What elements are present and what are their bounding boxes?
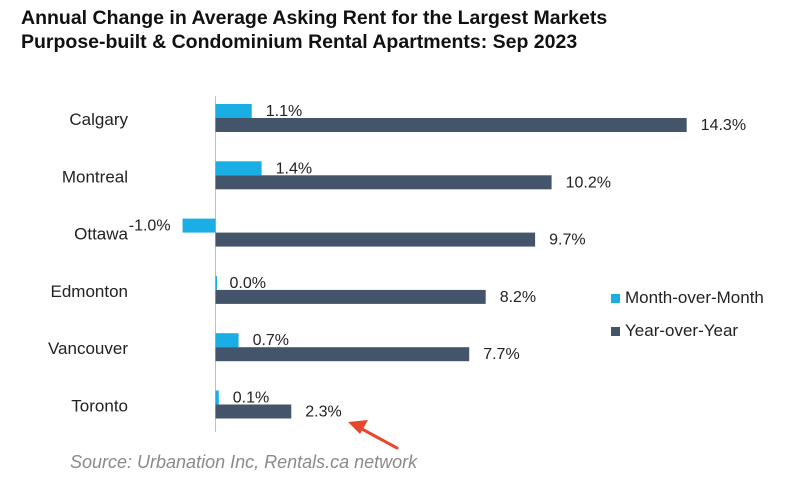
legend-swatch-month-over-month xyxy=(611,294,620,303)
legend-label-month-over-month: Month-over-Month xyxy=(625,288,764,307)
annotation-arrow-shaft xyxy=(360,427,399,450)
data-label-montreal-month-over-month: 1.4% xyxy=(276,160,312,177)
category-label-montreal: Montreal xyxy=(62,167,128,186)
bar-montreal-month-over-month xyxy=(215,161,262,176)
legend-label-year-over-year: Year-over-Year xyxy=(625,321,738,340)
category-label-calgary: Calgary xyxy=(69,110,128,129)
data-label-toronto-month-over-month: 0.1% xyxy=(233,390,269,407)
data-label-edmonton-year-over-year: 8.2% xyxy=(500,289,536,306)
bar-ottawa-year-over-year xyxy=(215,232,536,247)
bar-toronto-year-over-year xyxy=(215,404,292,419)
title-line-1: Annual Change in Average Asking Rent for… xyxy=(21,7,608,29)
data-label-calgary-month-over-month: 1.1% xyxy=(266,103,302,120)
data-label-edmonton-month-over-month: 0.0% xyxy=(230,275,266,292)
data-label-ottawa-year-over-year: 9.7% xyxy=(549,232,585,249)
category-label-ottawa: Ottawa xyxy=(74,225,128,244)
bar-calgary-month-over-month xyxy=(215,104,252,118)
source-note: Source: Urbanation Inc, Rentals.ca netwo… xyxy=(70,452,418,472)
data-label-montreal-year-over-year: 10.2% xyxy=(566,174,611,191)
data-label-calgary-year-over-year: 14.3% xyxy=(701,117,746,134)
annotation-arrow-head xyxy=(348,420,368,434)
bar-vancouver-year-over-year xyxy=(215,347,470,362)
chart-title: Annual Change in Average Asking Rent for… xyxy=(21,6,607,54)
bar-montreal-year-over-year xyxy=(215,175,552,190)
category-label-toronto: Toronto xyxy=(71,397,128,416)
title-line-2: Purpose-built & Condominium Rental Apart… xyxy=(21,31,578,53)
bar-vancouver-month-over-month xyxy=(215,333,239,348)
legend-swatch-year-over-year xyxy=(611,327,620,336)
data-label-vancouver-month-over-month: 0.7% xyxy=(253,332,289,349)
category-label-edmonton: Edmonton xyxy=(51,282,129,301)
bar-calgary-year-over-year xyxy=(215,118,687,132)
data-label-ottawa-month-over-month: -1.0% xyxy=(129,218,171,235)
bar-edmonton-year-over-year xyxy=(215,289,486,304)
data-label-vancouver-year-over-year: 7.7% xyxy=(483,346,519,363)
bar-toronto-month-over-month xyxy=(215,390,219,405)
category-label-vancouver: Vancouver xyxy=(48,339,128,358)
bar-edmonton-month-over-month xyxy=(215,275,217,290)
bar-ottawa-month-over-month xyxy=(182,218,216,233)
data-label-toronto-year-over-year: 2.3% xyxy=(305,404,341,421)
